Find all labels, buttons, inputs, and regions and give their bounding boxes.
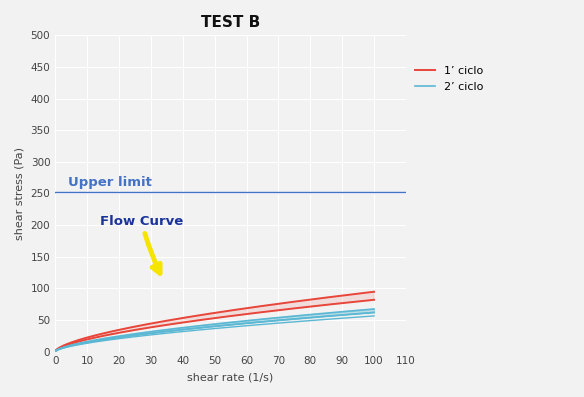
Y-axis label: shear stress (Pa): shear stress (Pa) [15, 147, 25, 240]
2’ ciclo [156, 328, 163, 333]
Line: 2’ ciclo: 2’ ciclo [55, 309, 374, 351]
Polygon shape [55, 309, 374, 351]
1’ ciclo [252, 304, 259, 309]
1’ ciclo [371, 289, 378, 294]
1’ ciclo [156, 320, 163, 324]
2’ ciclo [284, 314, 291, 319]
2’ ciclo [252, 317, 259, 322]
1’ ciclo [284, 300, 291, 305]
1’ ciclo [52, 349, 59, 353]
2’ ciclo [371, 306, 378, 311]
Line: 1’ ciclo: 1’ ciclo [55, 292, 374, 351]
1’ ciclo [178, 316, 185, 320]
2’ ciclo [52, 349, 59, 353]
2’ ciclo [178, 326, 185, 330]
X-axis label: shear rate (1/s): shear rate (1/s) [187, 372, 274, 382]
2’ ciclo [91, 338, 98, 343]
Title: TEST B: TEST B [201, 15, 260, 30]
Text: Flow Curve: Flow Curve [100, 215, 183, 274]
Polygon shape [55, 292, 374, 351]
Legend: 1’ ciclo, 2’ ciclo: 1’ ciclo, 2’ ciclo [415, 66, 484, 92]
2’ ciclo [282, 314, 289, 319]
1’ ciclo [282, 301, 289, 305]
1’ ciclo [91, 333, 98, 338]
Text: Upper limit: Upper limit [68, 176, 152, 189]
Polygon shape [55, 312, 374, 351]
